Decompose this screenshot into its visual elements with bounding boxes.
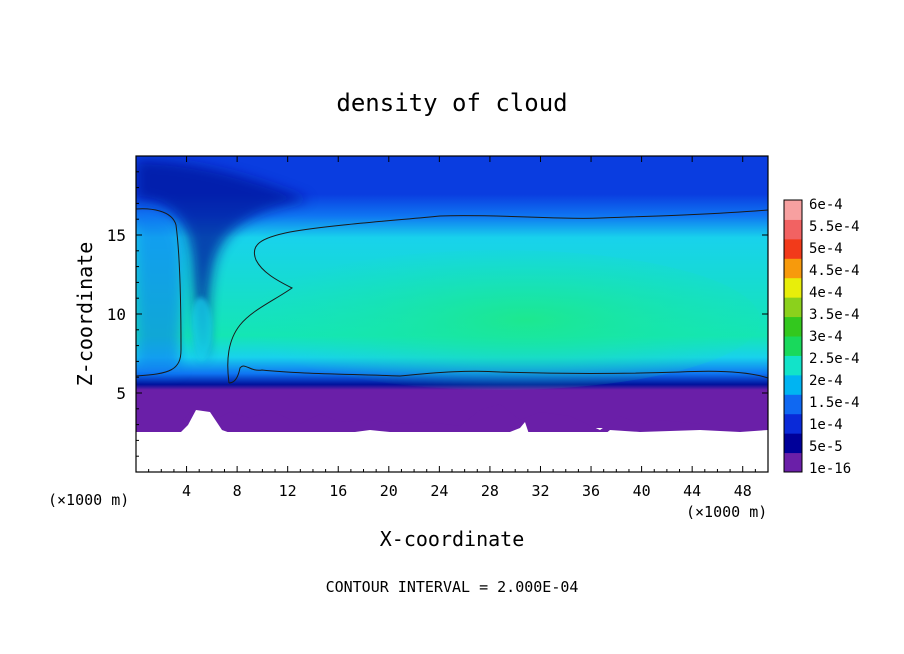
x-tick-label: 48	[734, 482, 752, 500]
colorbar-label: 1e-16	[809, 461, 851, 477]
colorbar-label: 4e-4	[809, 285, 843, 301]
chart-title: density of cloud	[336, 89, 567, 117]
colorbar-swatch	[784, 277, 802, 298]
y-axis-unit: (×1000 m)	[48, 491, 129, 509]
field-core	[240, 250, 760, 390]
colorbar-swatch	[784, 394, 802, 415]
y-axis-ticks: 5 10 15	[107, 171, 768, 457]
colorbar-label: 3.5e-4	[809, 307, 860, 323]
field-surface	[136, 404, 768, 432]
colorbar-label: 2.5e-4	[809, 351, 860, 367]
colorbar-label: 5e-5	[809, 439, 843, 455]
field-left-plume	[191, 297, 213, 361]
colorbar-label: 6e-4	[809, 197, 843, 213]
x-tick-label: 12	[279, 482, 297, 500]
x-axis-unit: (×1000 m)	[686, 503, 767, 521]
colorbar-frame	[783, 199, 803, 473]
x-tick-label: 28	[481, 482, 499, 500]
colorbar-swatch	[784, 297, 802, 318]
colorbar-swatch	[784, 452, 802, 473]
colorbar-swatch	[784, 374, 802, 395]
x-axis-label: X-coordinate	[380, 527, 525, 551]
contour-line	[136, 208, 768, 384]
x-tick-label: 32	[531, 482, 549, 500]
colorbar: 1e-16 5e-5 1e-4 1.5e-4 2e-4 2.5e-4 3e-4 3.5e-4 4…	[783, 197, 860, 477]
x-axis-ticks: 4 8 12 16 20 24 28 32 36 40 44 48	[148, 156, 756, 500]
field-ground	[136, 410, 768, 472]
field-cavity	[136, 208, 183, 372]
colorbar-swatch	[784, 238, 802, 259]
colorbar-label: 5.5e-4	[809, 219, 860, 235]
footer-note: CONTOUR INTERVAL = 2.000E-04	[326, 578, 579, 596]
colorbar-label: 3e-4	[809, 329, 843, 345]
colorbar-swatch	[784, 258, 802, 279]
colorbar-swatch	[784, 200, 802, 220]
colorbar-label: 5e-4	[809, 241, 843, 257]
colorbar-swatch	[784, 219, 802, 240]
colorbar-swatch	[784, 355, 802, 376]
colorbar-swatch	[784, 413, 802, 434]
plot-area	[136, 156, 768, 472]
x-tick-label: 40	[633, 482, 651, 500]
x-tick-label: 8	[233, 482, 242, 500]
colorbar-swatch	[784, 336, 802, 356]
colorbar-label: 4.5e-4	[809, 263, 860, 279]
colorbar-label: 1e-4	[809, 417, 843, 433]
field-dark-streak	[136, 160, 310, 360]
y-axis-label: Z-coordinate	[73, 242, 97, 387]
x-tick-label: 4	[182, 482, 191, 500]
x-tick-label: 36	[582, 482, 600, 500]
colorbar-label: 1.5e-4	[809, 395, 860, 411]
x-tick-label: 24	[430, 482, 448, 500]
colorbar-swatch	[784, 316, 802, 337]
x-tick-label: 44	[683, 482, 701, 500]
x-tick-label: 20	[380, 482, 398, 500]
x-tick-label: 16	[329, 482, 347, 500]
y-tick-label: 10	[107, 305, 126, 324]
colorbar-label: 2e-4	[809, 373, 843, 389]
y-tick-label: 5	[116, 384, 126, 403]
y-tick-label: 15	[107, 226, 126, 245]
colorbar-swatch	[784, 433, 802, 454]
